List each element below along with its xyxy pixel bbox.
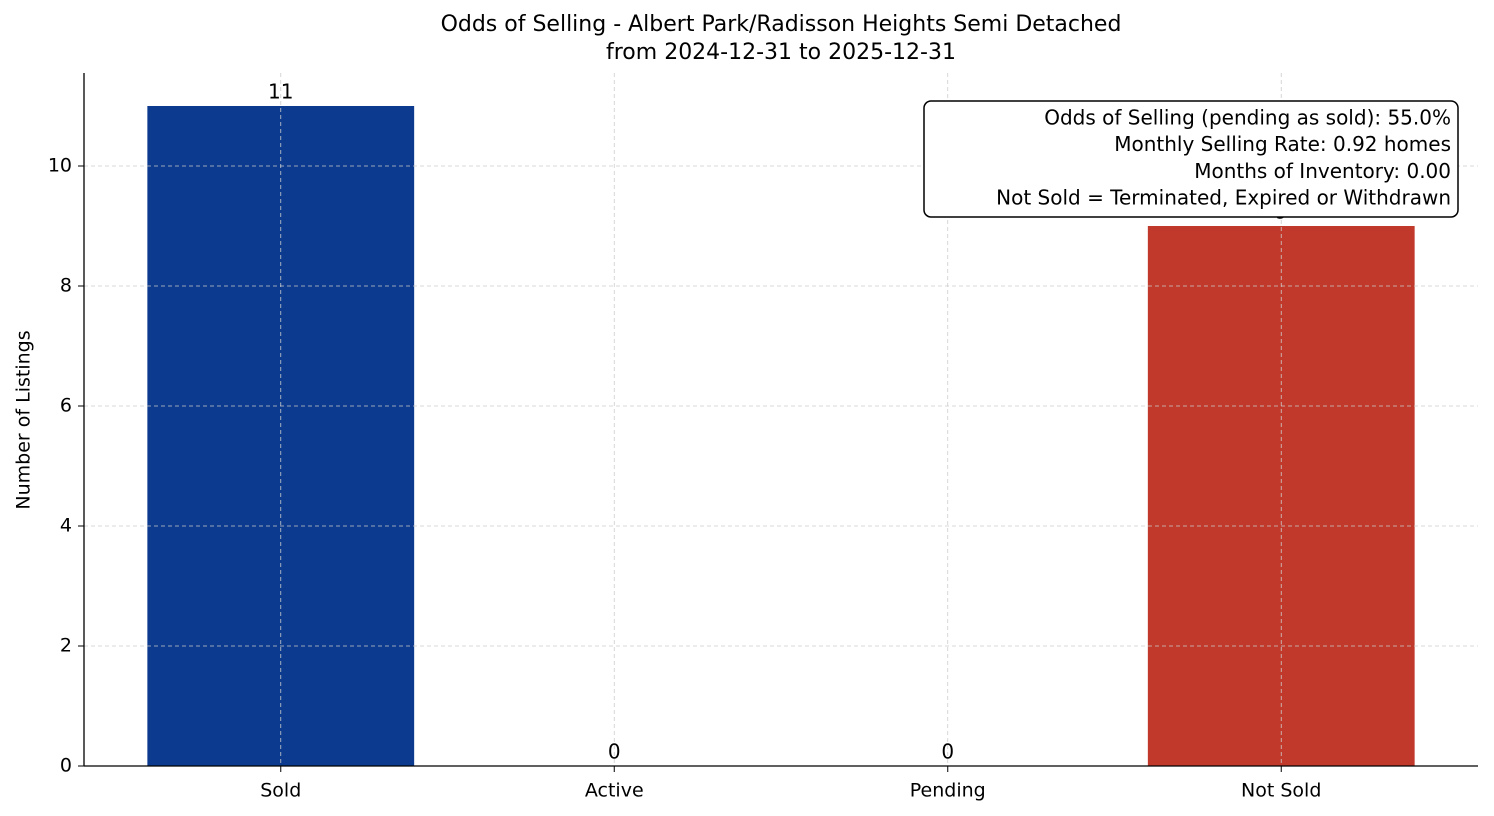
- annotation-text: Months of Inventory: 0.00: [1194, 159, 1451, 183]
- y-tick-label: 4: [60, 515, 72, 537]
- data-label: 0: [941, 740, 954, 764]
- x-tick-label: Pending: [910, 780, 986, 802]
- annotation-text: Monthly Selling Rate: 0.92 homes: [1114, 132, 1451, 156]
- annotation-box: [923, 100, 1459, 218]
- bar: [147, 106, 415, 766]
- annotation-text: Not Sold = Terminated, Expired or Withdr…: [996, 186, 1451, 210]
- y-tick-label: 6: [60, 395, 72, 417]
- y-tick-label: 0: [60, 755, 72, 777]
- x-tick-label: Sold: [260, 780, 301, 802]
- chart-subtitle: from 2024-12-31 to 2025-12-31: [606, 40, 956, 65]
- y-tick-label: 10: [48, 155, 72, 177]
- annotation-text: Odds of Selling (pending as sold): 55.0%: [1044, 106, 1451, 130]
- data-label: 0: [608, 740, 621, 764]
- x-tick-label: Not Sold: [1241, 780, 1321, 802]
- chart-title: Odds of Selling - Albert Park/Radisson H…: [441, 12, 1122, 37]
- y-tick-label: 2: [60, 635, 72, 657]
- x-tick-label: Active: [585, 780, 644, 802]
- y-tick-label: 8: [60, 275, 72, 297]
- y-axis-label: Number of Listings: [13, 330, 35, 509]
